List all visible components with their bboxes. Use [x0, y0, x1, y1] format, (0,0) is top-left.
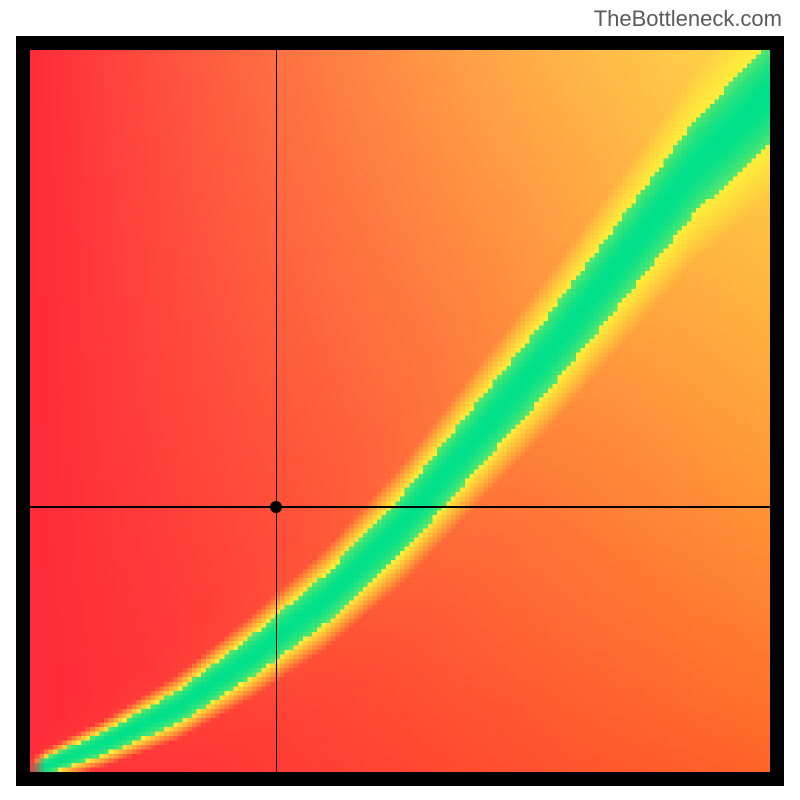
bottleneck-heatmap: [30, 50, 770, 772]
watermark-text: TheBottleneck.com: [594, 6, 782, 32]
chart-frame: [16, 36, 784, 786]
crosshair-horizontal: [30, 506, 770, 507]
crosshair-vertical: [276, 50, 277, 772]
crosshair-marker: [270, 501, 282, 513]
